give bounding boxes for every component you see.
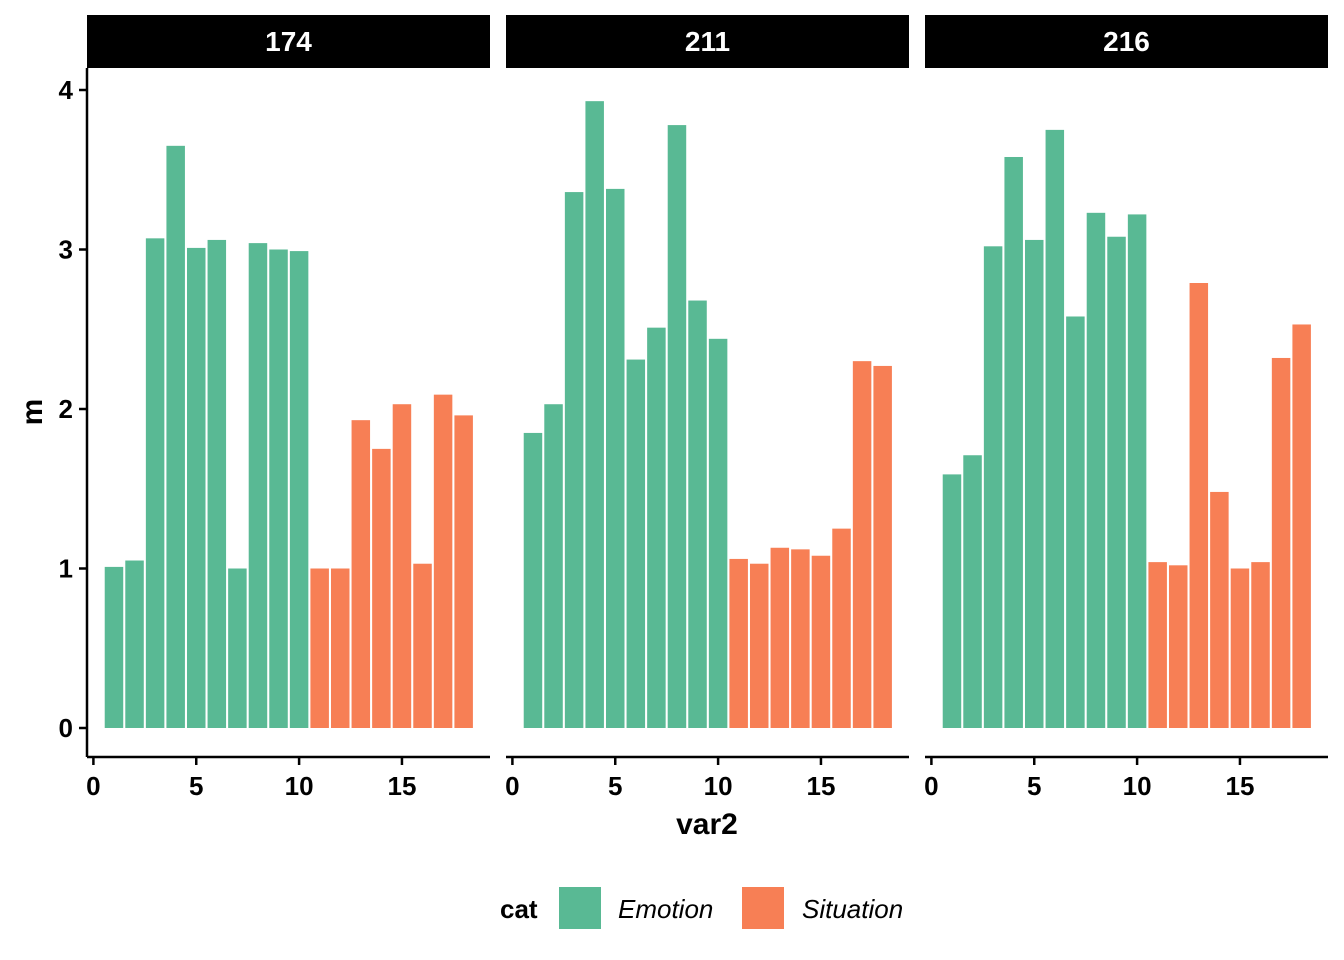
- x-tick-label: 5: [1027, 771, 1041, 801]
- legend-label: Emotion: [618, 894, 713, 924]
- y-tick-label: 4: [59, 75, 74, 105]
- bar-174-15: [392, 404, 412, 728]
- bar-174-4: [166, 145, 185, 728]
- bar-174-5: [187, 247, 206, 728]
- bar-211-3: [564, 192, 584, 728]
- x-tick-label: 0: [505, 771, 519, 801]
- bar-211-7: [647, 327, 666, 728]
- bar-174-6: [207, 239, 227, 728]
- bar-174-17: [433, 394, 453, 728]
- bar-211-17: [852, 361, 872, 728]
- bar-174-2: [125, 560, 144, 728]
- bar-211-1: [523, 432, 543, 728]
- bar-174-10: [289, 251, 309, 728]
- bar-211-9: [688, 300, 707, 728]
- bar-211-2: [544, 404, 563, 728]
- bar-174-14: [372, 448, 391, 729]
- bar-211-13: [770, 547, 790, 728]
- y-tick-label: 1: [59, 554, 73, 584]
- bar-211-11: [729, 558, 748, 728]
- bar-211-5: [606, 188, 625, 728]
- bar-216-9: [1107, 236, 1126, 729]
- bar-216-8: [1086, 212, 1106, 728]
- bar-216-12: [1168, 565, 1188, 728]
- bar-216-11: [1148, 562, 1167, 728]
- bar-216-6: [1045, 129, 1065, 729]
- bar-174-13: [351, 420, 371, 728]
- bar-174-1: [104, 566, 124, 728]
- bar-216-14: [1210, 491, 1229, 728]
- legend-key-emotion: [559, 887, 601, 929]
- x-tick-label: 10: [285, 771, 314, 801]
- bar-216-4: [1004, 156, 1023, 729]
- bar-211-10: [708, 338, 728, 728]
- x-tick-label: 5: [608, 771, 622, 801]
- bar-216-18: [1292, 324, 1311, 728]
- bar-216-7: [1066, 316, 1085, 728]
- bar-216-13: [1189, 283, 1209, 728]
- facet-strip-label: 174: [265, 26, 312, 57]
- bar-174-3: [145, 238, 165, 728]
- bar-174-9: [269, 249, 288, 728]
- x-tick-label: 10: [704, 771, 733, 801]
- facet-strip-174: [87, 15, 490, 68]
- bar-216-17: [1271, 357, 1291, 728]
- x-tick-label: 0: [86, 771, 100, 801]
- bar-211-8: [667, 125, 687, 729]
- x-axis-title: var2: [676, 808, 738, 841]
- legend-label: Situation: [802, 894, 903, 924]
- x-tick-label: 0: [924, 771, 938, 801]
- bar-211-6: [626, 359, 646, 728]
- x-tick-label: 5: [189, 771, 203, 801]
- legend-key-situation: [742, 887, 784, 929]
- bar-216-16: [1251, 562, 1270, 728]
- bar-216-10: [1127, 214, 1147, 728]
- bar-216-2: [963, 455, 982, 728]
- bar-211-15: [811, 555, 831, 728]
- bar-174-11: [310, 568, 329, 728]
- bar-174-12: [330, 568, 350, 728]
- bar-174-8: [248, 243, 268, 728]
- y-axis-title: m: [16, 399, 49, 426]
- y-tick-label: 0: [59, 713, 73, 743]
- bar-216-15: [1230, 568, 1250, 728]
- bar-216-1: [942, 474, 962, 728]
- facet-strip-label: 211: [685, 26, 730, 57]
- bar-211-12: [749, 563, 769, 728]
- bar-211-4: [585, 101, 604, 728]
- bar-174-7: [228, 568, 247, 728]
- bar-216-5: [1025, 239, 1044, 728]
- x-tick-label: 15: [387, 771, 416, 801]
- facet-strip-label: 216: [1103, 26, 1150, 57]
- bar-174-16: [413, 563, 432, 728]
- bar-216-3: [983, 246, 1003, 728]
- x-tick-label: 15: [806, 771, 835, 801]
- legend-title: cat: [500, 894, 538, 924]
- x-tick-label: 15: [1225, 771, 1254, 801]
- facet-strip-211: [506, 15, 909, 68]
- bar-211-16: [832, 528, 851, 729]
- y-tick-label: 3: [59, 235, 73, 265]
- y-tick-label: 2: [59, 394, 73, 424]
- bar-211-18: [873, 365, 892, 728]
- bar-211-14: [791, 549, 810, 728]
- facet-strip-216: [925, 15, 1328, 68]
- x-tick-label: 10: [1123, 771, 1152, 801]
- bar-174-18: [454, 415, 473, 728]
